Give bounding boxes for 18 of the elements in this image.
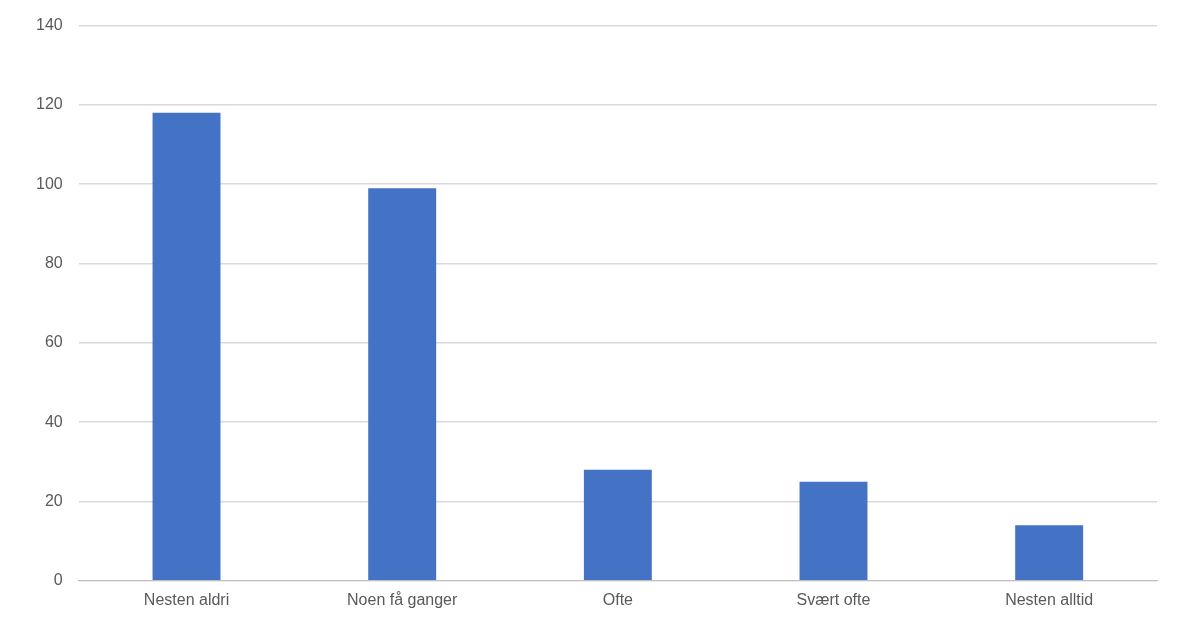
- y-tick-label: 100: [35, 174, 63, 192]
- bar: [799, 481, 868, 581]
- y-tick-label: 60: [44, 333, 63, 351]
- x-tick-label: Ofte: [602, 590, 634, 608]
- bar: [368, 188, 437, 581]
- x-tick-label: Noen få ganger: [347, 590, 459, 608]
- y-tick-label: 40: [44, 412, 63, 430]
- y-tick-label: 0: [53, 571, 63, 589]
- x-tick-label: Nesten alltid: [1005, 590, 1094, 608]
- bar: [1015, 525, 1084, 581]
- bar: [583, 469, 652, 581]
- bar: [152, 112, 221, 581]
- y-tick-label: 80: [44, 253, 63, 271]
- y-tick-label: 140: [35, 16, 63, 34]
- y-tick-label: 120: [35, 95, 63, 113]
- y-tick-label: 20: [44, 491, 63, 509]
- x-tick-label: Svært ofte: [796, 590, 871, 608]
- x-tick-label: Nesten aldri: [143, 590, 230, 608]
